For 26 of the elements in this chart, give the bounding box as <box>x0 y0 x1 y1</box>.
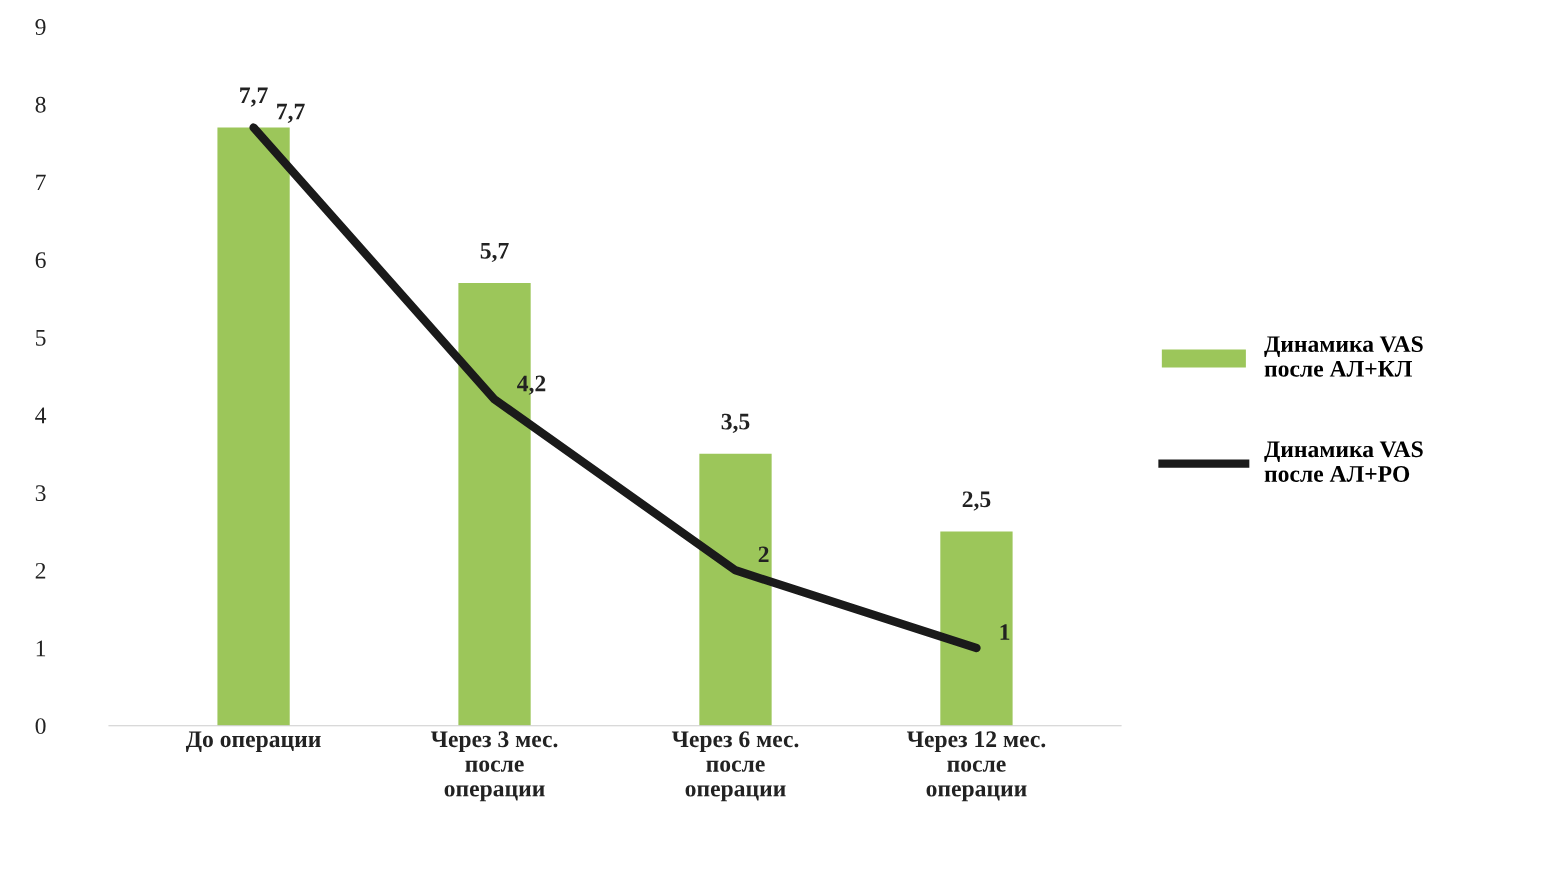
y-tick-label: 5 <box>36 330 46 346</box>
y-tick-label: 3 <box>35 485 46 502</box>
y-tick-label: 6 <box>35 252 46 269</box>
y-tick-label: 4 <box>35 407 47 424</box>
data-label: 7,7 <box>240 87 268 107</box>
legend-label: Динамика VAS после АЛ+КЛ <box>1264 336 1423 377</box>
data-label: 2 <box>758 546 769 563</box>
x-tick-label: Через 6 мес. после операции <box>671 731 799 802</box>
bar <box>217 127 290 726</box>
data-label: 2,5 <box>962 491 991 511</box>
data-label: 1 <box>1000 624 1010 640</box>
data-label: 3,5 <box>721 413 750 433</box>
legend-label: Динамика VAS после АЛ+РО <box>1264 441 1423 482</box>
y-tick-label: 8 <box>35 96 46 113</box>
y-tick-label: 1 <box>36 640 46 657</box>
bar <box>940 531 1013 726</box>
x-tick-label: До операции <box>185 731 321 752</box>
data-label: 7,7 <box>277 103 305 123</box>
data-label: 5,7 <box>480 242 509 263</box>
y-tick-label: 2 <box>35 562 46 579</box>
x-tick-label: Через 3 мес. после операции <box>430 731 558 802</box>
y-tick-label: 7 <box>36 174 46 191</box>
y-tick-label: 9 <box>35 19 46 35</box>
x-tick-label: Через 12 мес. после операции <box>906 731 1046 802</box>
y-tick-label: 0 <box>35 718 46 735</box>
bar <box>699 453 772 726</box>
